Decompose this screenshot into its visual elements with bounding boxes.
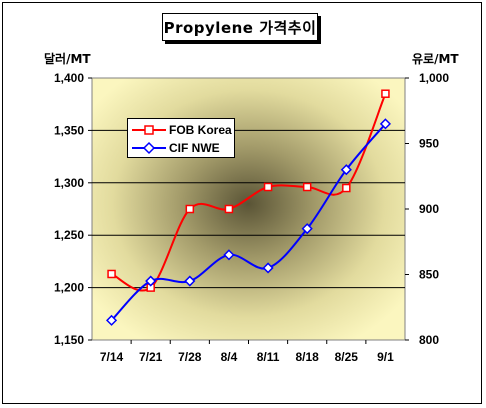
left-axis-tick-label: 1,250 (54, 228, 84, 242)
left-axis-tick-label: 1,350 (54, 123, 84, 137)
data-point-cif-nwe (301, 223, 313, 235)
left-axis-tick-label: 1,150 (54, 333, 84, 347)
x-axis-tick-label: 9/1 (377, 350, 394, 364)
legend-item-fob-korea: FOB Korea (132, 122, 232, 138)
left-axis-tick-label: 1,300 (54, 176, 84, 190)
right-axis-tick-label: 900 (419, 202, 439, 216)
data-point-cif-nwe (223, 249, 235, 261)
x-axis-tick-label: 7/14 (100, 350, 124, 364)
legend: FOB Korea CIF NWE (127, 118, 235, 158)
right-axis-tick-label: 850 (419, 268, 439, 282)
data-point-cif-nwe (184, 275, 196, 287)
left-axis-tick-label: 1,400 (54, 71, 84, 85)
data-point-fob-korea (342, 183, 351, 193)
data-point-fob-korea (302, 182, 312, 192)
x-axis-tick-label: 8/25 (335, 350, 359, 364)
data-point-cif-nwe (262, 262, 274, 274)
legend-item-cif-nwe: CIF NWE (132, 140, 220, 156)
right-axis-tick-label: 950 (419, 137, 439, 151)
data-point-fob-korea (224, 204, 234, 214)
data-point-cif-nwe (340, 164, 352, 176)
left-axis-unit: 달러/MT (44, 52, 91, 66)
x-axis-tick-label: 7/28 (178, 350, 202, 364)
legend-swatch-fob-korea (132, 125, 166, 135)
right-axis-tick-label: 1,000 (419, 71, 449, 85)
legend-label-cif-nwe: CIF NWE (169, 141, 220, 155)
data-point-cif-nwe (145, 275, 157, 287)
x-axis-tick-label: 8/18 (296, 350, 320, 364)
x-axis-tick-label: 8/11 (257, 350, 280, 364)
right-axis-unit: 유로/MT (412, 52, 459, 66)
x-axis-tick-label: 8/4 (221, 350, 238, 364)
chart-title: Propylene 가격추이 (162, 13, 318, 41)
x-axis-tick-label: 7/21 (139, 350, 163, 364)
legend-swatch-cif-nwe (132, 141, 166, 155)
data-point-fob-korea (381, 89, 390, 98)
left-axis-tick-label: 1,200 (54, 281, 84, 295)
data-point-cif-nwe (106, 314, 118, 326)
data-point-fob-korea (185, 204, 195, 214)
right-axis-tick-label: 800 (419, 333, 439, 347)
data-point-fob-korea (107, 269, 116, 279)
data-point-fob-korea (263, 182, 273, 192)
legend-label-fob-korea: FOB Korea (169, 123, 232, 137)
data-point-cif-nwe (379, 118, 391, 130)
